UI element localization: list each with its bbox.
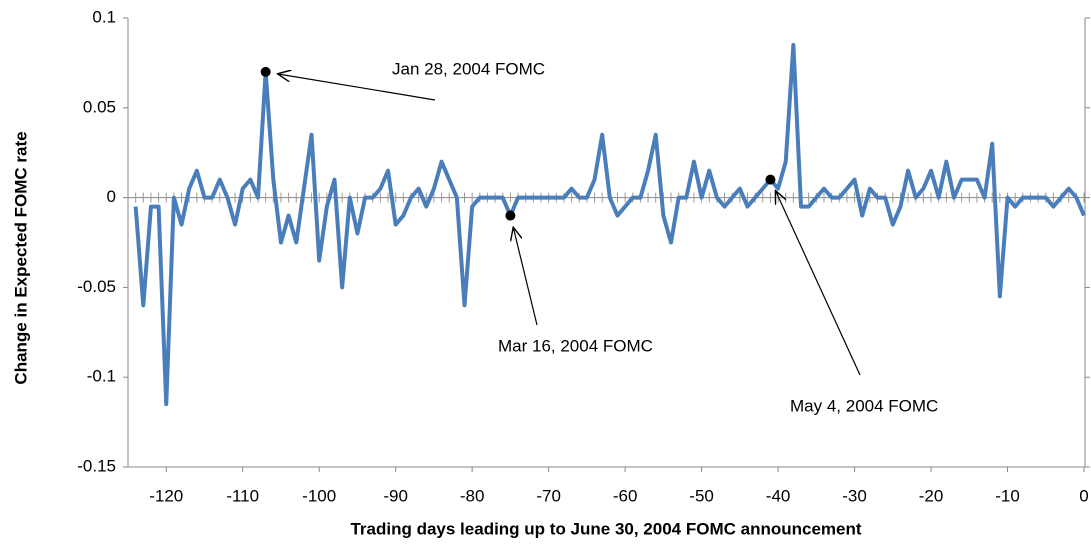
annotation-label: Jan 28, 2004 FOMC xyxy=(392,59,545,78)
y-tick-label: -0.05 xyxy=(77,277,116,296)
annotation-marker xyxy=(765,174,776,185)
x-tick-label: -110 xyxy=(226,486,259,505)
x-tick-label: -70 xyxy=(536,486,561,505)
annotation-label: May 4, 2004 FOMC xyxy=(790,396,938,415)
x-tick-label: -80 xyxy=(460,486,485,505)
annotation-marker xyxy=(260,66,271,77)
data-line xyxy=(133,42,1086,407)
y-tick-label: -0.15 xyxy=(77,456,116,475)
y-axis-title: Change in Expected FOMC rate xyxy=(11,131,30,384)
annotation-arrow xyxy=(513,227,538,326)
x-tick-label: -100 xyxy=(302,486,336,505)
x-tick-label: -50 xyxy=(689,486,714,505)
x-tick-label: -20 xyxy=(919,486,944,505)
y-tick-label: -0.1 xyxy=(87,367,116,386)
annotation-marker xyxy=(505,210,516,221)
x-axis-title: Trading days leading up to June 30, 2004… xyxy=(350,519,861,538)
annotation-arrow xyxy=(278,74,436,101)
y-tick-label: 0 xyxy=(107,187,116,206)
x-tick-label: -10 xyxy=(995,486,1020,505)
y-tick-label: 0.05 xyxy=(83,97,116,116)
annotation-arrow xyxy=(775,191,861,376)
y-tick-label: 0.1 xyxy=(92,7,116,26)
x-tick-label: -40 xyxy=(766,486,791,505)
annotation-label: Mar 16, 2004 FOMC xyxy=(498,336,653,355)
x-tick-label: -90 xyxy=(383,486,408,505)
x-tick-label: 0 xyxy=(1079,486,1088,505)
x-tick-label: -60 xyxy=(613,486,638,505)
x-tick-label: -120 xyxy=(149,486,183,505)
x-tick-label: -30 xyxy=(842,486,867,505)
